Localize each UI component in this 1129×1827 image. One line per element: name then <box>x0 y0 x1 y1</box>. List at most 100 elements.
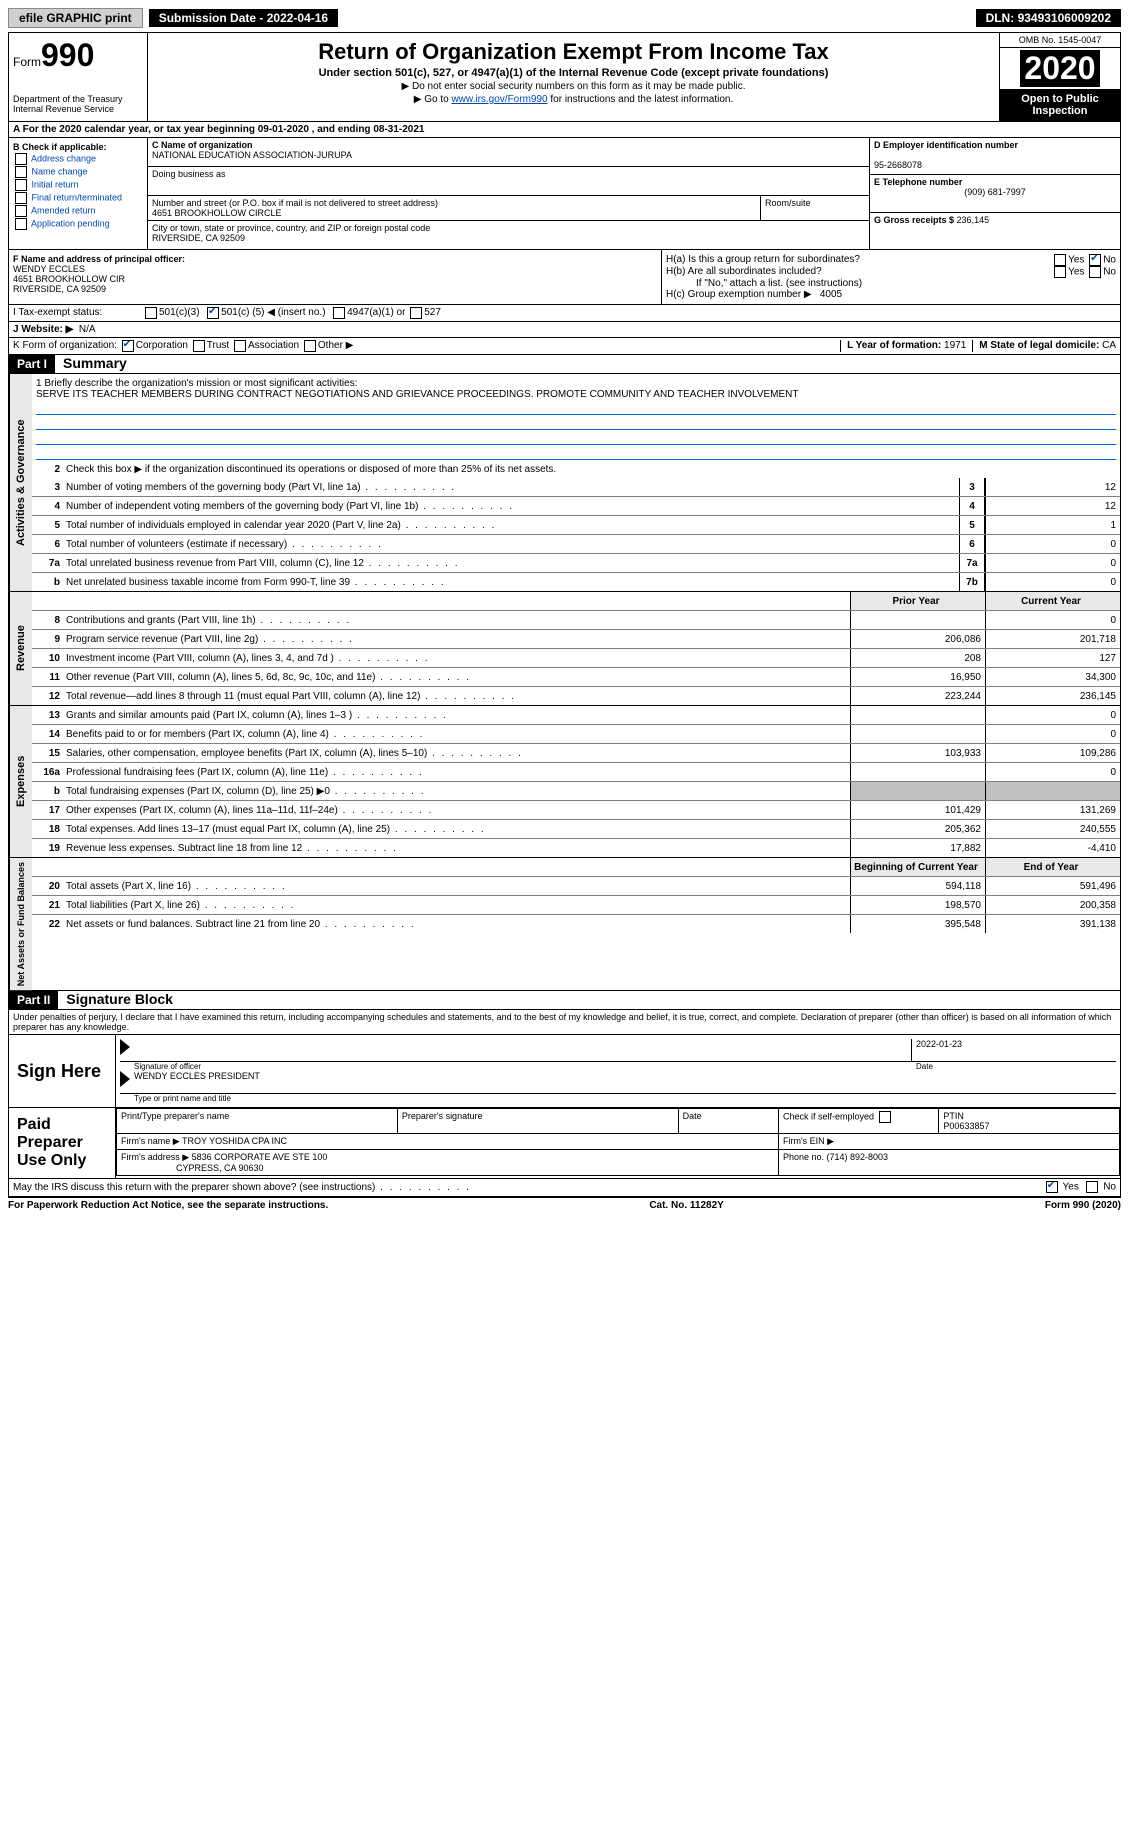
line-desc: Total liabilities (Part X, line 26) <box>66 899 850 912</box>
line-num: 15 <box>32 748 66 759</box>
line-num: 18 <box>32 824 66 835</box>
year-formation-value: 1971 <box>944 340 966 351</box>
line-num: 10 <box>32 653 66 664</box>
year-formation-label: L Year of formation: <box>847 340 944 351</box>
part1-governance: Activities & Governance 1 Briefly descri… <box>8 374 1121 592</box>
check-527[interactable] <box>410 307 422 319</box>
check-other[interactable] <box>304 340 316 352</box>
check-discuss-no[interactable] <box>1086 1181 1098 1193</box>
line-num: 5 <box>32 520 66 531</box>
box-d: D Employer identification number 95-2668… <box>870 138 1120 175</box>
prior-value <box>850 706 985 724</box>
discuss-no: No <box>1103 1182 1116 1193</box>
hc-label: H(c) Group exemption number ▶ <box>666 289 812 300</box>
money-line: 19Revenue less expenses. Subtract line 1… <box>32 839 1120 857</box>
yes-label2: Yes <box>1068 267 1084 278</box>
ln2-num: 2 <box>32 464 66 475</box>
line-num: 19 <box>32 843 66 854</box>
prior-value: 205,362 <box>850 820 985 838</box>
line-num: 14 <box>32 729 66 740</box>
row-j: J Website: ▶ N/A <box>8 322 1121 338</box>
part1-title: Summary <box>55 355 127 373</box>
line-value: 0 <box>985 573 1120 591</box>
line-num: 4 <box>32 501 66 512</box>
check-initial-return[interactable]: Initial return <box>13 179 143 191</box>
prep-date-label: Date <box>683 1111 702 1121</box>
sign-content: 2022-01-23 Signature of officer Date WEN… <box>115 1035 1120 1107</box>
opt-assoc: Association <box>248 340 299 352</box>
line-num: 6 <box>32 539 66 550</box>
form-org-label: K Form of organization: <box>13 340 117 352</box>
city-value: RIVERSIDE, CA 92509 <box>152 233 245 243</box>
money-line: 9Program service revenue (Part VIII, lin… <box>32 630 1120 649</box>
firm-addr2: CYPRESS, CA 90630 <box>176 1163 264 1173</box>
check-final-return[interactable]: Final return/terminated <box>13 192 143 204</box>
check-501c[interactable] <box>207 307 219 319</box>
line-desc: Number of voting members of the governin… <box>66 481 959 494</box>
line-desc: Total fundraising expenses (Part IX, col… <box>66 785 850 798</box>
check-assoc[interactable] <box>234 340 246 352</box>
current-value: 240,555 <box>985 820 1120 838</box>
line-num: 13 <box>32 710 66 721</box>
check-name-change[interactable]: Name change <box>13 166 143 178</box>
current-value: 131,269 <box>985 801 1120 819</box>
line-desc: Total revenue—add lines 8 through 11 (mu… <box>66 690 850 703</box>
line-desc: Program service revenue (Part VIII, line… <box>66 633 850 646</box>
website-value: N/A <box>79 324 96 335</box>
prior-value <box>850 782 985 800</box>
prior-value: 16,950 <box>850 668 985 686</box>
part2-header-row: Part II Signature Block <box>8 991 1121 1010</box>
line-box: 4 <box>959 497 985 515</box>
line-value: 12 <box>985 497 1120 515</box>
line-box: 6 <box>959 535 985 553</box>
end-year-header: End of Year <box>985 858 1120 876</box>
dln-prefix: DLN: <box>986 11 1018 25</box>
gov-line: 4Number of independent voting members of… <box>32 497 1120 516</box>
discuss-label: May the IRS discuss this return with the… <box>13 1181 1044 1194</box>
check-label: Application pending <box>31 218 110 228</box>
part2-tag: Part II <box>9 991 58 1009</box>
opt-501c-pre: 501(c) ( <box>221 307 255 319</box>
street-value: 4651 BROOKHOLLOW CIRCLE <box>152 208 282 218</box>
mission-text: SERVE ITS TEACHER MEMBERS DURING CONTRAC… <box>36 389 799 400</box>
check-trust[interactable] <box>193 340 205 352</box>
box-c: C Name of organization NATIONAL EDUCATIO… <box>148 138 869 249</box>
prior-year-header: Prior Year <box>850 592 985 610</box>
omb-number: OMB No. 1545-0047 <box>1000 33 1120 48</box>
check-501c3[interactable] <box>145 307 157 319</box>
money-line: 10Investment income (Part VIII, column (… <box>32 649 1120 668</box>
side-netassets: Net Assets or Fund Balances <box>9 858 32 990</box>
firm-addr1: 5836 CORPORATE AVE STE 100 <box>192 1152 328 1162</box>
expenses-content: 13Grants and similar amounts paid (Part … <box>32 706 1120 857</box>
check-corp[interactable] <box>122 340 134 352</box>
part1-tag: Part I <box>9 355 55 373</box>
officer-name: WENDY ECCLES <box>13 264 85 274</box>
row-fh: F Name and address of principal officer:… <box>8 250 1121 305</box>
prior-value: 101,429 <box>850 801 985 819</box>
penalty-statement: Under penalties of perjury, I declare th… <box>8 1010 1121 1035</box>
check-address-change[interactable]: Address change <box>13 153 143 165</box>
check-application-pending[interactable]: Application pending <box>13 218 143 230</box>
note2-pre: ▶ Go to <box>414 94 452 105</box>
check-4947[interactable] <box>333 307 345 319</box>
hc-value: 4005 <box>820 289 842 300</box>
current-value: 0 <box>985 706 1120 724</box>
ptin-value: P00633857 <box>943 1121 989 1131</box>
irs-link[interactable]: www.irs.gov/Form990 <box>451 94 547 105</box>
line-desc: Net assets or fund balances. Subtract li… <box>66 918 850 931</box>
officer-name-title: WENDY ECCLES PRESIDENT <box>134 1071 260 1093</box>
check-self-employed[interactable] <box>879 1111 891 1123</box>
mission-rule-4 <box>36 445 1116 460</box>
arrow-icon-2 <box>120 1071 130 1087</box>
line-num: 12 <box>32 691 66 702</box>
submission-value: 2022-04-16 <box>267 11 328 25</box>
line-desc: Revenue less expenses. Subtract line 18 … <box>66 842 850 855</box>
line-num: 3 <box>32 482 66 493</box>
dln: DLN: 93493106009202 <box>976 9 1121 27</box>
check-discuss-yes[interactable] <box>1046 1181 1058 1193</box>
efile-print-button[interactable]: efile GRAPHIC print <box>8 8 143 28</box>
check-amended-return[interactable]: Amended return <box>13 205 143 217</box>
opt-501c-post: ) ◀ (insert no.) <box>261 307 325 319</box>
line-box: 7a <box>959 554 985 572</box>
gov-line: bNet unrelated business taxable income f… <box>32 573 1120 591</box>
